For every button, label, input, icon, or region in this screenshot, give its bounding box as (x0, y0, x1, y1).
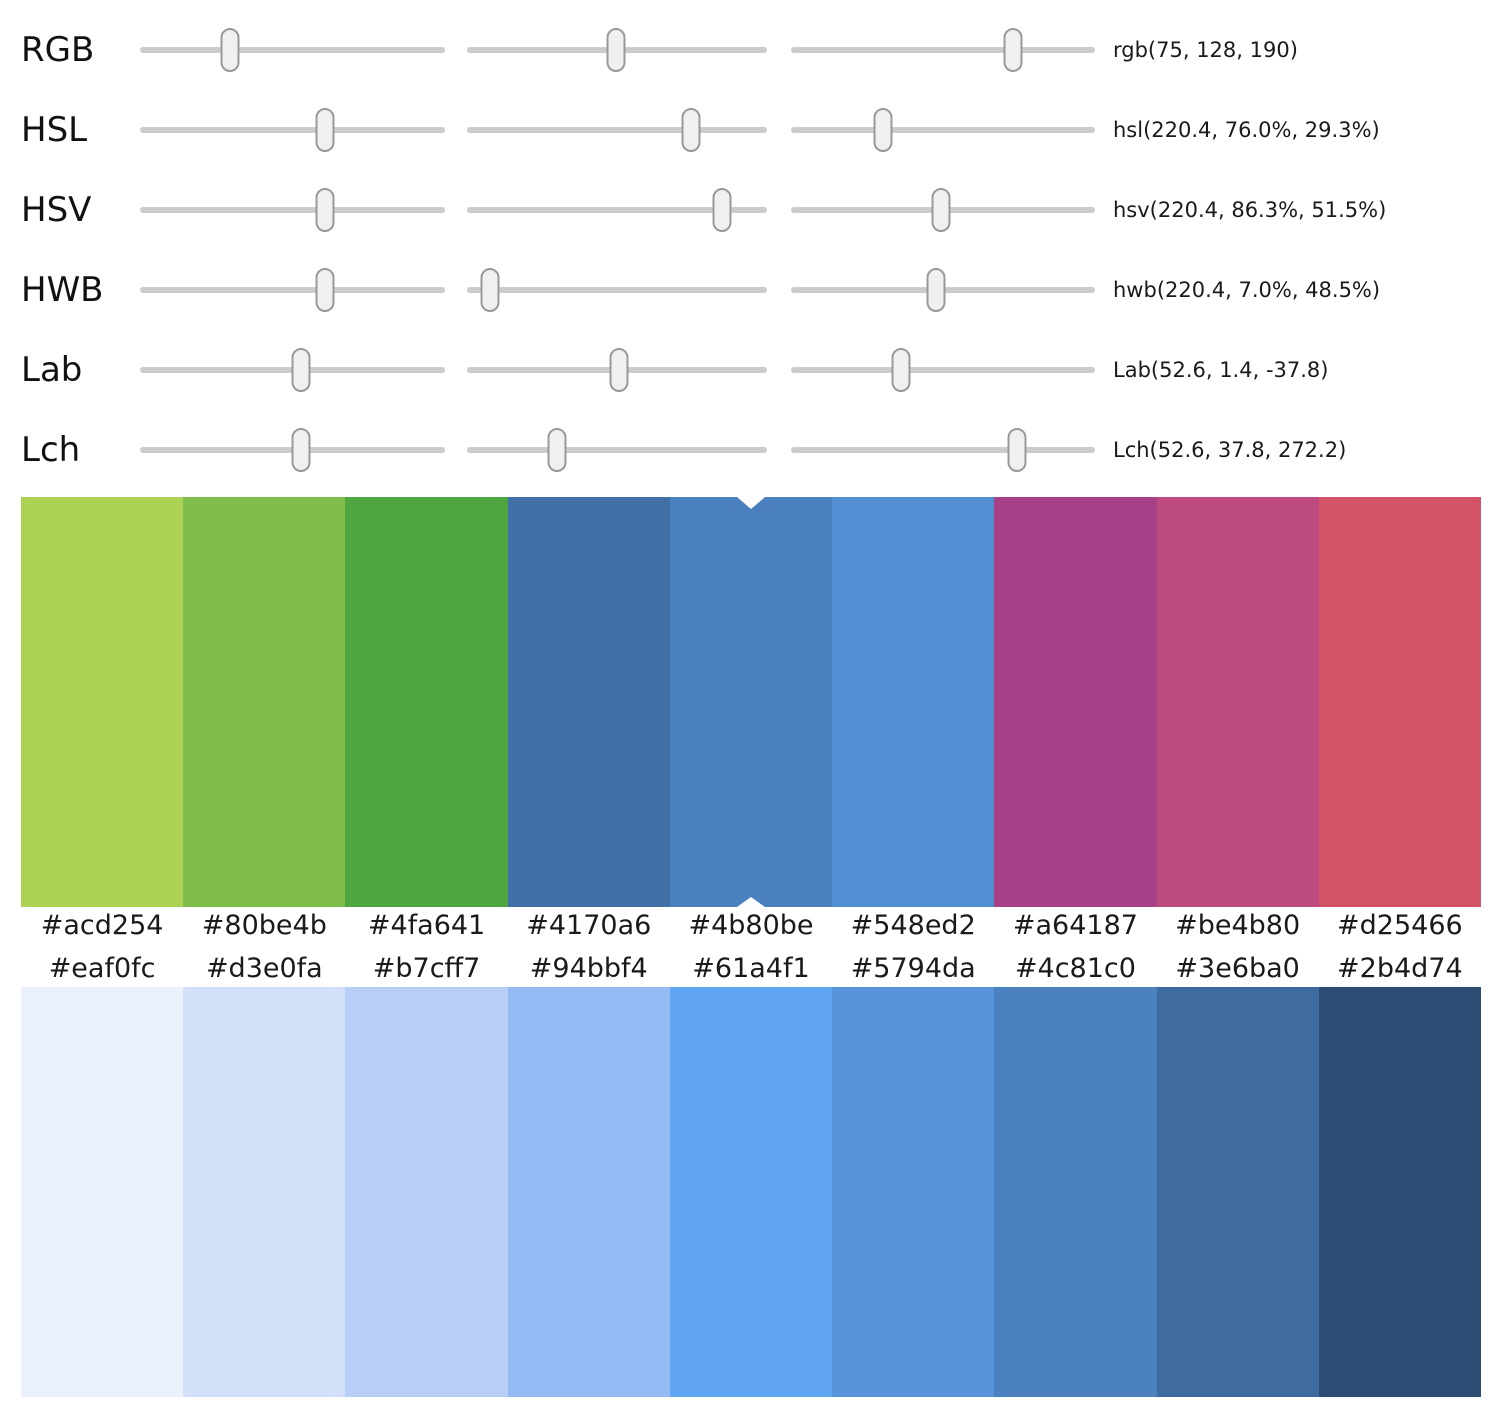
slider-thumb[interactable] (315, 108, 335, 152)
harmony-hex-labels: #acd254 #80be4b #4fa641 #4170a6 #4b80be #548e… (21, 903, 1481, 948)
slider-thumb[interactable] (315, 188, 335, 232)
color-swatch[interactable] (1318, 497, 1481, 907)
slider-track[interactable] (140, 428, 445, 472)
color-swatch[interactable] (832, 987, 995, 1397)
model-value-rgb: rgb(75, 128, 190) (1113, 38, 1298, 62)
model-label-hsl: HSL (21, 110, 88, 150)
slider-track[interactable] (791, 108, 1095, 152)
slider-thumb[interactable] (291, 428, 311, 472)
slider-thumb[interactable] (606, 28, 626, 72)
slider-track[interactable] (791, 268, 1095, 312)
model-label-lab: Lab (21, 350, 83, 390)
slider-track[interactable] (467, 268, 767, 312)
selected-swatch-notch-top (736, 497, 765, 509)
harmony-palette (21, 497, 1481, 907)
slider-thumb[interactable] (873, 108, 893, 152)
slider-thumb[interactable] (609, 348, 629, 392)
slider-track[interactable] (140, 188, 445, 232)
model-label-hsv: HSV (21, 190, 92, 230)
hex-label: #5794da (850, 952, 976, 984)
slider-track[interactable] (467, 348, 767, 392)
color-swatch[interactable] (345, 987, 508, 1397)
color-swatch[interactable] (507, 497, 670, 907)
color-swatch[interactable] (1156, 987, 1319, 1397)
color-swatch[interactable] (832, 497, 995, 907)
model-value-lab: Lab(52.6, 1.4, -37.8) (1113, 358, 1329, 382)
slider-track[interactable] (791, 28, 1095, 72)
selected-swatch-notch-bottom (736, 897, 765, 907)
slider-row-lch: Lch Lch(52.6, 37.8, 272.2) (0, 410, 1501, 490)
color-swatch[interactable] (1156, 497, 1319, 907)
color-swatch[interactable] (507, 987, 670, 1397)
model-value-hwb: hwb(220.4, 7.0%, 48.5%) (1113, 278, 1381, 302)
color-swatch[interactable] (183, 497, 346, 907)
hex-label: #61a4f1 (692, 952, 810, 984)
color-swatch[interactable] (994, 497, 1157, 907)
slider-row-rgb: RGB rgb(75, 128, 190) (0, 10, 1501, 90)
slider-thumb[interactable] (480, 268, 500, 312)
slider-row-hsv: HSV hsv(220.4, 86.3%, 51.5%) (0, 170, 1501, 250)
hex-label: #80be4b (201, 910, 327, 941)
color-swatch[interactable] (21, 497, 184, 907)
slider-track[interactable] (467, 428, 767, 472)
hex-label: #b7cff7 (372, 952, 481, 984)
hex-label: #d25466 (1337, 910, 1463, 941)
slider-thumb[interactable] (291, 348, 311, 392)
model-value-hsv: hsv(220.4, 86.3%, 51.5%) (1113, 198, 1387, 222)
model-value-hsl: hsl(220.4, 76.0%, 29.3%) (1113, 118, 1380, 142)
color-swatch[interactable] (21, 987, 184, 1397)
slider-track[interactable] (140, 268, 445, 312)
hex-label: #94bbf4 (529, 952, 648, 984)
hex-label: #acd254 (40, 910, 164, 941)
color-swatch[interactable] (183, 987, 346, 1397)
hex-label: #2b4d74 (1337, 952, 1463, 984)
slider-thumb[interactable] (926, 268, 946, 312)
tints-hex-labels: #eaf0fc #d3e0fa #b7cff7 #94bbf4 #61a4f1 #5794… (21, 949, 1481, 987)
slider-thumb[interactable] (891, 348, 911, 392)
slider-thumb[interactable] (315, 268, 335, 312)
color-swatch[interactable] (669, 497, 833, 907)
slider-thumb[interactable] (220, 28, 240, 72)
slider-thumb[interactable] (547, 428, 567, 472)
model-label-rgb: RGB (21, 30, 95, 70)
hex-label: #be4b80 (1175, 910, 1301, 941)
color-swatch[interactable] (1318, 987, 1481, 1397)
slider-thumb[interactable] (1007, 428, 1027, 472)
slider-thumb[interactable] (681, 108, 701, 152)
slider-track[interactable] (791, 188, 1095, 232)
slider-row-hwb: HWB hwb(220.4, 7.0%, 48.5%) (0, 250, 1501, 330)
slider-track[interactable] (467, 188, 767, 232)
slider-track[interactable] (791, 348, 1095, 392)
model-label-hwb: HWB (21, 270, 104, 310)
slider-track[interactable] (140, 28, 445, 72)
hex-label: #3e6ba0 (1175, 952, 1300, 984)
slider-thumb[interactable] (931, 188, 951, 232)
slider-row-hsl: HSL hsl(220.4, 76.0%, 29.3%) (0, 90, 1501, 170)
slider-track[interactable] (140, 108, 445, 152)
slider-track[interactable] (791, 428, 1095, 472)
slider-row-lab: Lab Lab(52.6, 1.4, -37.8) (0, 330, 1501, 410)
hex-label: #eaf0fc (48, 952, 156, 984)
hex-label: #4170a6 (526, 910, 652, 941)
hex-label: #4b80be (688, 910, 814, 941)
color-swatch[interactable] (669, 987, 833, 1397)
hex-label: #d3e0fa (205, 952, 323, 984)
model-value-lch: Lch(52.6, 37.8, 272.2) (1113, 438, 1347, 462)
hex-label: #4c81c0 (1014, 952, 1136, 984)
slider-track[interactable] (467, 28, 767, 72)
slider-thumb[interactable] (712, 188, 732, 232)
color-swatch[interactable] (345, 497, 508, 907)
model-label-lch: Lch (21, 430, 81, 470)
slider-track[interactable] (140, 348, 445, 392)
hex-label: #4fa641 (367, 910, 486, 941)
slider-track[interactable] (467, 108, 767, 152)
tints-palette (21, 987, 1481, 1397)
color-swatch[interactable] (994, 987, 1157, 1397)
hex-label: #a64187 (1012, 910, 1138, 941)
hex-label: #548ed2 (850, 910, 976, 941)
slider-thumb[interactable] (1003, 28, 1023, 72)
